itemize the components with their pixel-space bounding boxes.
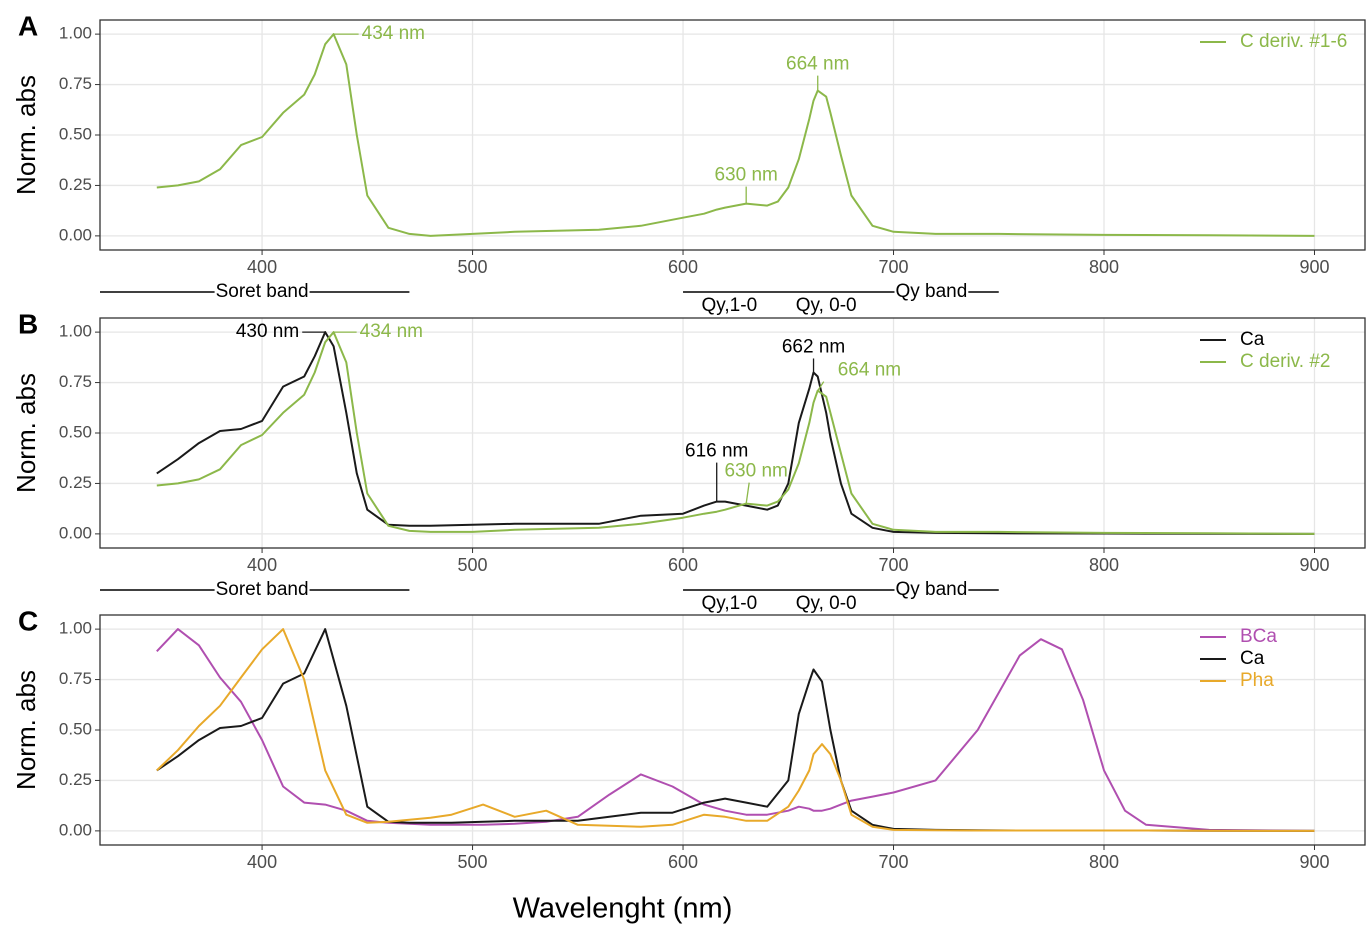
- y-tick-label: 0.50: [59, 124, 92, 143]
- spectrum-line: [156, 628, 1315, 832]
- y-tick-label: 0.75: [59, 74, 92, 93]
- y-tick-label: 1.00: [59, 619, 92, 638]
- x-tick-label: 800: [1089, 257, 1119, 277]
- legend-label: Ca: [1240, 329, 1265, 350]
- y-tick-label: 0.00: [59, 225, 92, 244]
- annotation-label: 434 nm: [360, 321, 423, 342]
- spectrum-line: [156, 331, 1315, 535]
- x-tick-label: 700: [878, 257, 908, 277]
- legend-label: C deriv. #1-6: [1240, 31, 1347, 52]
- annotation-label: 430 nm: [236, 321, 299, 342]
- annotation-label: 664 nm: [838, 360, 901, 381]
- annotation-label: 630 nm: [714, 165, 777, 186]
- x-tick-label: 900: [1299, 555, 1329, 575]
- band-sublabel: Qy,1-0: [702, 295, 758, 316]
- panel-label: C: [18, 605, 38, 636]
- annotation-label: 616 nm: [685, 441, 748, 462]
- y-tick-label: 0.50: [59, 719, 92, 738]
- y-axis-title: Norm. abs: [11, 75, 41, 195]
- annotation-label: 662 nm: [782, 336, 845, 357]
- panel-label: B: [18, 308, 38, 339]
- spectrum-line: [156, 33, 1315, 237]
- x-axis-title: Wavelenght (nm): [513, 893, 733, 925]
- plot-border: [99, 317, 1366, 549]
- band-sublabel: Qy, 0-0: [796, 295, 857, 316]
- x-tick-label: 600: [668, 257, 698, 277]
- legend-label: C deriv. #2: [1240, 351, 1330, 372]
- x-tick-label: 700: [878, 852, 908, 872]
- band-sublabel: Qy, 0-0: [796, 593, 857, 614]
- band-label: Soret band: [216, 281, 309, 302]
- annotation-leader: [745, 482, 750, 504]
- panel-label: A: [18, 10, 38, 41]
- legend-label: Pha: [1240, 670, 1274, 691]
- x-tick-label: 400: [247, 257, 277, 277]
- y-tick-label: 1.00: [59, 322, 92, 341]
- y-tick-label: 0.00: [59, 820, 92, 839]
- y-axis-title: Norm. abs: [11, 670, 41, 790]
- spectrum-line: [156, 628, 1315, 832]
- plot-border: [99, 614, 1366, 846]
- x-tick-label: 700: [878, 555, 908, 575]
- y-tick-label: 0.25: [59, 770, 92, 789]
- x-tick-label: 400: [247, 555, 277, 575]
- x-tick-label: 500: [458, 555, 488, 575]
- x-tick-label: 900: [1299, 852, 1329, 872]
- y-tick-label: 0.75: [59, 372, 92, 391]
- x-tick-label: 900: [1299, 257, 1329, 277]
- x-tick-label: 500: [458, 852, 488, 872]
- x-tick-label: 500: [458, 257, 488, 277]
- x-tick-label: 600: [668, 852, 698, 872]
- x-tick-label: 800: [1089, 555, 1119, 575]
- x-tick-label: 600: [668, 555, 698, 575]
- spectrum-line: [156, 331, 1315, 535]
- y-tick-label: 0.50: [59, 422, 92, 441]
- annotation-label: 434 nm: [362, 23, 425, 44]
- y-tick-label: 0.75: [59, 669, 92, 688]
- annotation-leader: [817, 381, 825, 391]
- band-label: Qy band: [895, 281, 967, 302]
- band-sublabel: Qy,1-0: [702, 593, 758, 614]
- plot-border: [99, 19, 1366, 251]
- x-tick-label: 800: [1089, 852, 1119, 872]
- x-tick-label: 400: [247, 852, 277, 872]
- legend-label: BCa: [1240, 626, 1277, 647]
- annotation-label: 664 nm: [786, 54, 849, 75]
- legend-label: Ca: [1240, 648, 1265, 669]
- y-tick-label: 0.00: [59, 523, 92, 542]
- band-label: Soret band: [216, 579, 309, 600]
- y-tick-label: 1.00: [59, 24, 92, 43]
- y-tick-label: 0.25: [59, 175, 92, 194]
- annotation-label: 630 nm: [724, 461, 787, 482]
- y-axis-title: Norm. abs: [11, 373, 41, 493]
- y-tick-label: 0.25: [59, 473, 92, 492]
- band-label: Qy band: [895, 579, 967, 600]
